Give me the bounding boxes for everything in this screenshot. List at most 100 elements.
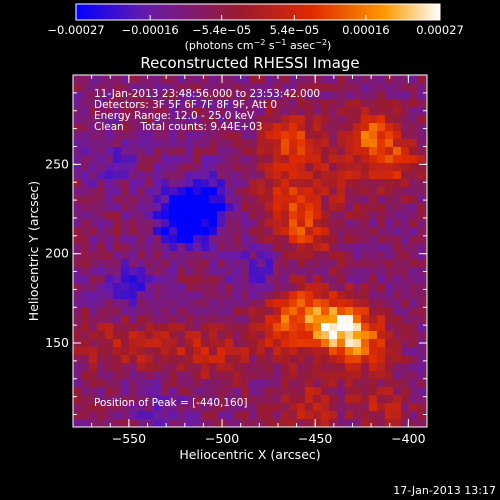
y-tick-label: 150 <box>45 335 69 350</box>
heatmap-cell <box>185 211 193 219</box>
heatmap-cell <box>209 219 217 227</box>
heatmap-cell <box>385 99 393 107</box>
heatmap-cell <box>113 75 121 83</box>
heatmap-cell <box>345 275 353 283</box>
heatmap-cell <box>313 331 321 339</box>
heatmap-cell <box>377 251 385 259</box>
heatmap-cell <box>377 163 385 171</box>
heatmap-cell <box>385 123 393 131</box>
heatmap-cell <box>281 211 289 219</box>
heatmap-cell <box>145 195 153 203</box>
heatmap-cell <box>273 243 281 251</box>
heatmap-cell <box>241 379 249 387</box>
heatmap-cell <box>161 315 169 323</box>
heatmap-cell <box>385 315 393 323</box>
heatmap-cell <box>305 211 313 219</box>
heatmap-cell <box>257 395 265 403</box>
heatmap-cell <box>185 243 193 251</box>
heatmap-cell <box>201 387 209 395</box>
heatmap-cell <box>425 291 427 299</box>
heatmap-cell <box>153 83 161 91</box>
heatmap-cell <box>409 211 417 219</box>
heatmap-cell <box>393 243 401 251</box>
heatmap-cell <box>313 203 321 211</box>
heatmap-cell <box>153 275 161 283</box>
heatmap-cell <box>273 395 281 403</box>
heatmap-cell <box>121 219 129 227</box>
heatmap-cell <box>81 99 89 107</box>
heatmap-cell <box>105 275 113 283</box>
heatmap-cell <box>121 411 129 419</box>
heatmap-cell <box>233 171 241 179</box>
heatmap-cell <box>81 347 89 355</box>
heatmap-cell <box>89 171 97 179</box>
heatmap-cell <box>137 179 145 187</box>
heatmap-cell <box>297 347 305 355</box>
heatmap-cell <box>81 227 89 235</box>
heatmap-cell <box>377 243 385 251</box>
heatmap-cell <box>273 131 281 139</box>
heatmap-cell <box>209 243 217 251</box>
heatmap-cell <box>297 195 305 203</box>
heatmap-cell <box>121 147 129 155</box>
heatmap-cell <box>385 339 393 347</box>
heatmap-cell <box>121 259 129 267</box>
heatmap-cell <box>105 211 113 219</box>
heatmap-cell <box>89 155 97 163</box>
heatmap-cell <box>129 179 137 187</box>
heatmap-cell <box>305 371 313 379</box>
heatmap-cell <box>353 411 361 419</box>
heatmap-cell <box>185 195 193 203</box>
heatmap-cell <box>209 299 217 307</box>
heatmap-cell <box>225 171 233 179</box>
heatmap-cell <box>137 171 145 179</box>
heatmap-cell <box>225 403 233 411</box>
heatmap-cell <box>225 227 233 235</box>
heatmap-cell <box>249 363 257 371</box>
heatmap-cell <box>337 307 345 315</box>
heatmap-cell <box>169 91 177 99</box>
heatmap-cell <box>361 107 369 115</box>
heatmap-cell <box>113 251 121 259</box>
heatmap-cell <box>313 363 321 371</box>
heatmap-cell <box>361 355 369 363</box>
heatmap-cell <box>297 411 305 419</box>
heatmap-cell <box>305 131 313 139</box>
heatmap-cell <box>257 195 265 203</box>
heatmap-cell <box>73 267 81 275</box>
heatmap-cell <box>345 307 353 315</box>
heatmap-cell <box>297 155 305 163</box>
heatmap-cell <box>153 339 161 347</box>
heatmap-cell <box>337 115 345 123</box>
heatmap-cell <box>257 355 265 363</box>
heatmap-cell <box>313 131 321 139</box>
heatmap-cell <box>177 267 185 275</box>
heatmap-cell <box>361 163 369 171</box>
heatmap-cell <box>145 267 153 275</box>
heatmap-cell <box>241 187 249 195</box>
heatmap-cell <box>401 155 409 163</box>
heatmap-cell <box>233 323 241 331</box>
heatmap-cell <box>377 171 385 179</box>
heatmap-cell <box>337 99 345 107</box>
heatmap-cell <box>201 331 209 339</box>
heatmap-cell <box>105 355 113 363</box>
heatmap-cell <box>321 259 329 267</box>
heatmap-cell <box>401 227 409 235</box>
heatmap-cell <box>361 339 369 347</box>
heatmap-cell <box>113 243 121 251</box>
heatmap-cell <box>105 75 113 83</box>
heatmap-cell <box>329 211 337 219</box>
heatmap-cell <box>409 139 417 147</box>
heatmap-cell <box>321 283 329 291</box>
heatmap-cell <box>129 267 137 275</box>
heatmap-cell <box>281 307 289 315</box>
heatmap-cell <box>273 115 281 123</box>
heatmap-cell <box>289 171 297 179</box>
heatmap-cell <box>337 411 345 419</box>
heatmap-cell <box>185 259 193 267</box>
heatmap-cell <box>97 171 105 179</box>
heatmap-cell <box>97 187 105 195</box>
heatmap-cell <box>393 171 401 179</box>
heatmap-cell <box>281 403 289 411</box>
